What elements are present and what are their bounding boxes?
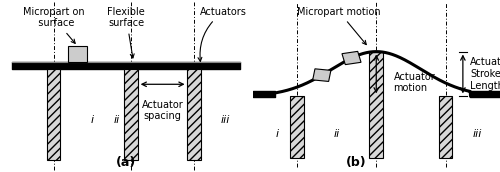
Text: Actuator
spacing: Actuator spacing xyxy=(142,100,184,121)
Bar xyxy=(124,69,138,160)
Bar xyxy=(370,52,383,158)
Text: (a): (a) xyxy=(116,155,136,169)
Text: Flexible
surface: Flexible surface xyxy=(108,7,145,58)
Text: i: i xyxy=(276,129,279,139)
Text: ii: ii xyxy=(114,115,119,125)
Bar xyxy=(438,96,452,158)
Bar xyxy=(47,69,60,160)
Text: ii: ii xyxy=(334,129,340,139)
Text: Actuators: Actuators xyxy=(198,7,246,61)
Polygon shape xyxy=(312,69,331,82)
Text: iii: iii xyxy=(221,115,230,125)
Text: i: i xyxy=(90,115,94,125)
Bar xyxy=(290,96,304,158)
Text: Actuator
motion: Actuator motion xyxy=(394,72,436,93)
Text: Actuator
Stroke
Length: Actuator Stroke Length xyxy=(470,57,500,91)
Text: Micropart on
  surface: Micropart on surface xyxy=(22,7,84,43)
Text: iii: iii xyxy=(473,129,482,139)
Text: Micropart motion: Micropart motion xyxy=(298,7,381,45)
Bar xyxy=(68,46,87,62)
Polygon shape xyxy=(342,51,361,65)
Bar xyxy=(188,69,201,160)
Text: (b): (b) xyxy=(346,155,367,169)
